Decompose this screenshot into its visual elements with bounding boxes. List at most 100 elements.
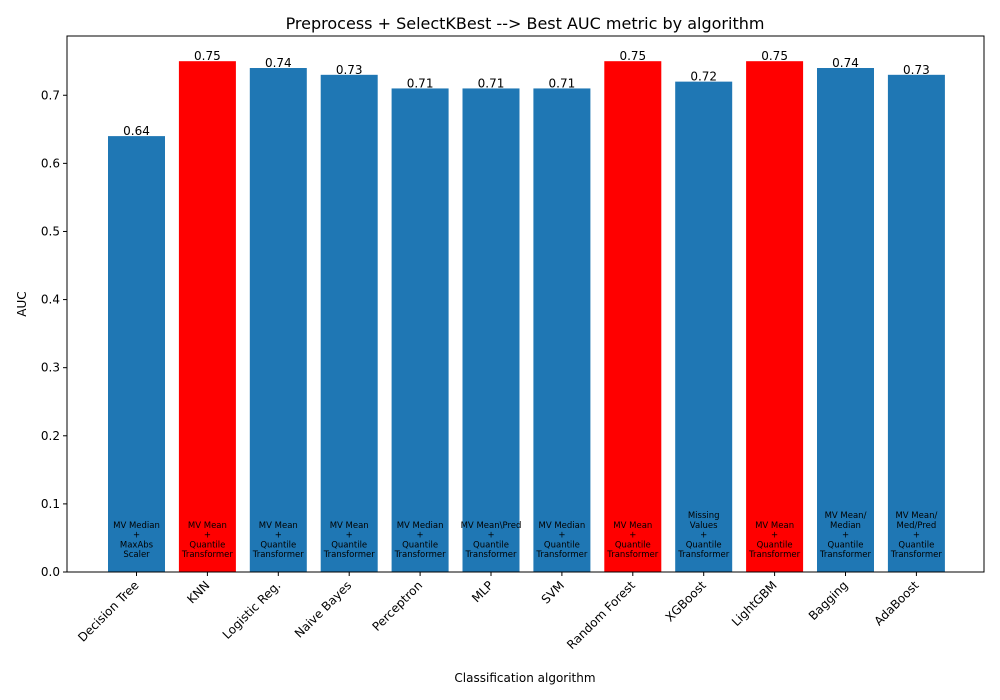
plot-frame bbox=[66, 35, 985, 573]
y-tick-label: 0.6 bbox=[41, 156, 60, 170]
bar-annotation-line: + bbox=[629, 531, 636, 541]
x-tick-label: Naive Bayes bbox=[292, 578, 354, 640]
x-tick-label: Perceptron bbox=[370, 578, 426, 634]
bar-annotation-line: Scaler bbox=[123, 550, 150, 560]
x-axis: Decision Tree KNN Logistic Reg. Naive Bayes… bbox=[75, 572, 922, 652]
bar-annotation-line: Quantile bbox=[615, 540, 651, 550]
bar-annotation-line: Quantile bbox=[473, 540, 509, 550]
x-tick-label: Logistic Reg. bbox=[220, 578, 284, 642]
bar-annotation-line: Transformer bbox=[464, 550, 517, 560]
bar-annotation-line: Transformer bbox=[252, 550, 305, 560]
y-tick-label: 0.2 bbox=[41, 429, 60, 443]
y-axis: 0.0 0.1 0.2 0.3 0.4 0.5 0.6 0.7 bbox=[41, 88, 67, 579]
bar-annotation-line: + bbox=[417, 531, 424, 541]
value-label: 0.75 bbox=[619, 49, 646, 63]
bar-annotation-line: Transformer bbox=[394, 550, 447, 560]
bar bbox=[178, 61, 236, 572]
bar-annotation-line: + bbox=[700, 531, 707, 541]
bar-annotation-line: Transformer bbox=[535, 550, 588, 560]
bar-annotation-line: + bbox=[275, 531, 282, 541]
bar-annotation-line: Missing bbox=[688, 511, 720, 521]
bar-annotation-line: Transformer bbox=[677, 550, 730, 560]
x-tick-label: XGBoost bbox=[663, 578, 709, 624]
bar-annotation-line: Quantile bbox=[544, 540, 580, 550]
bar-annotation-line: MV Mean/ bbox=[895, 511, 937, 521]
bar-annotation-line: Transformer bbox=[606, 550, 659, 560]
bar-annotation-line: Transformer bbox=[748, 550, 801, 560]
bar-annotation-line: MV Mean bbox=[613, 521, 652, 531]
bar-annotation-line: + bbox=[204, 531, 211, 541]
y-tick-label: 0.0 bbox=[41, 565, 60, 579]
bar-annotation-line: Quantile bbox=[402, 540, 438, 550]
bars-group bbox=[108, 61, 945, 573]
bar-annotation-line: MV Mean\Pred bbox=[461, 521, 522, 531]
y-tick-label: 0.3 bbox=[41, 361, 60, 375]
bar-annotation-line: MV Mean bbox=[188, 521, 227, 531]
bar-annotation-line: Transformer bbox=[819, 550, 872, 560]
bar-annotation-line: Transformer bbox=[181, 550, 234, 560]
x-tick-label: MLP bbox=[469, 578, 496, 605]
bar bbox=[817, 68, 874, 572]
x-tick-label: KNN bbox=[184, 578, 212, 606]
x-tick-label: Decision Tree bbox=[75, 578, 141, 644]
bar-annotation-line: Quantile bbox=[331, 540, 367, 550]
bar bbox=[108, 136, 165, 573]
bar-annotation-line: + bbox=[842, 531, 849, 541]
bar-annotation-line: Quantile bbox=[189, 540, 225, 550]
bar-annotation-line: Quantile bbox=[260, 540, 296, 550]
bar bbox=[675, 81, 733, 572]
value-label: 0.72 bbox=[690, 70, 717, 84]
value-label: 0.64 bbox=[123, 124, 150, 138]
bar-annotation-line: MV Median bbox=[397, 521, 444, 531]
value-label: 0.75 bbox=[194, 49, 221, 63]
bar-annotation-line: Med/Pred bbox=[897, 521, 937, 531]
x-tick-label: Bagging bbox=[806, 578, 851, 623]
bar-annotation-line: MV Mean bbox=[259, 521, 298, 531]
y-tick-label: 0.4 bbox=[41, 293, 60, 307]
chart-title: Preprocess + SelectKBest --> Best AUC me… bbox=[286, 14, 765, 33]
bar bbox=[320, 74, 378, 573]
x-tick-label: LightGBM bbox=[729, 578, 780, 629]
y-tick-label: 0.5 bbox=[41, 224, 60, 238]
bar-annotation-line: + bbox=[133, 531, 140, 541]
bar-annotation-line: Transformer bbox=[890, 550, 943, 560]
y-tick-label: 0.7 bbox=[41, 88, 60, 102]
bar-annotation-line: Transformer bbox=[323, 550, 376, 560]
value-label: 0.71 bbox=[478, 76, 505, 90]
x-tick-label: Random Forest bbox=[564, 578, 638, 652]
bar bbox=[249, 68, 307, 572]
bar-annotation-line: + bbox=[913, 531, 920, 541]
bar-annotation-line: Quantile bbox=[828, 540, 864, 550]
value-label: 0.73 bbox=[903, 63, 930, 77]
bar-annotation-line: MaxAbs bbox=[120, 540, 154, 550]
bar bbox=[604, 61, 662, 572]
bar-annotation-line: Quantile bbox=[757, 540, 793, 550]
bar-annotation-line: + bbox=[487, 531, 494, 541]
bar-annotation-line: Quantile bbox=[898, 540, 934, 550]
bar-annotation-line: Values bbox=[690, 521, 718, 531]
bar-annotation-line: MV Mean/ bbox=[825, 511, 867, 521]
y-axis-label: AUC bbox=[15, 291, 29, 316]
x-axis-label: Classification algorithm bbox=[454, 671, 595, 685]
bar bbox=[462, 88, 520, 572]
bar bbox=[746, 61, 804, 572]
bar-annotation-line: + bbox=[346, 531, 353, 541]
bar-annotation-line: MV Median bbox=[539, 521, 586, 531]
value-label: 0.74 bbox=[832, 56, 859, 70]
x-tick-label: AdaBoost bbox=[871, 578, 921, 628]
bar-annotation-line: MV Mean bbox=[330, 521, 369, 531]
value-label: 0.75 bbox=[761, 49, 788, 63]
bar-annotation-line: Quantile bbox=[686, 540, 722, 550]
value-label: 0.73 bbox=[336, 63, 363, 77]
bar-annotation-line: MV Mean bbox=[755, 521, 794, 531]
value-label: 0.71 bbox=[549, 76, 576, 90]
bar bbox=[887, 74, 945, 573]
bar-annotation-line: Median bbox=[830, 521, 861, 531]
x-tick-label: SVM bbox=[539, 578, 567, 606]
bar-annotation-line: + bbox=[771, 531, 778, 541]
value-label: 0.71 bbox=[407, 76, 434, 90]
bar bbox=[391, 88, 449, 572]
bar-annotation-line: + bbox=[558, 531, 565, 541]
